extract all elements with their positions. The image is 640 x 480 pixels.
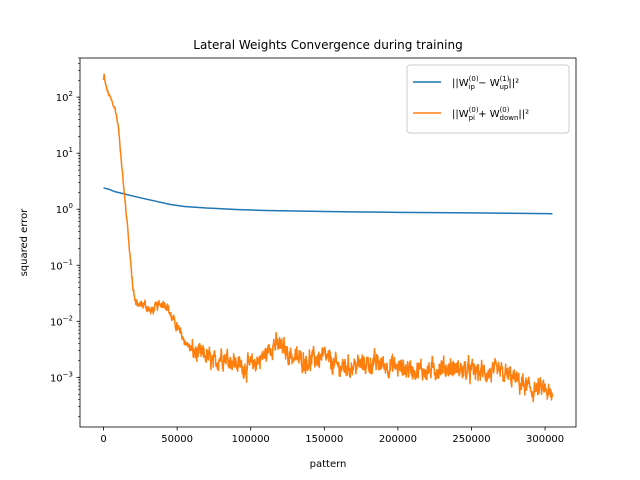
plot-frame (79, 57, 577, 428)
x-axis: 0 50000 100000 150000 200000 250000 300000 (100, 427, 564, 445)
y-tick-label: 100 (56, 202, 73, 216)
y-axis-label: squared error (19, 208, 30, 277)
y-tick-label: 102 (56, 90, 73, 104)
y-tick-label: 10−2 (50, 314, 73, 328)
x-tick-label: 50000 (161, 434, 193, 445)
legend-label-2: ||W(0) pi + W(0) down||² (452, 106, 529, 122)
y-tick-label: 101 (56, 146, 73, 160)
series-line-1 (103, 187, 553, 215)
y-tick-label: 10−3 (50, 370, 73, 384)
x-tick-label: 250000 (452, 434, 490, 445)
x-tick-label: 100000 (232, 434, 270, 445)
legend-box (406, 64, 570, 134)
series-line-2 (102, 73, 554, 403)
x-tick-label: 150000 (305, 434, 343, 445)
series-layer (102, 73, 554, 403)
x-tick-label: 0 (100, 434, 106, 445)
chart-title: Lateral Weights Convergence during train… (193, 38, 462, 52)
y-axis: 10−3 10−2 10−1 100 101 102 (50, 57, 80, 417)
legend: ||W(0) ip − W(1) up||² ||W(0) pi + W(0) down|… (406, 64, 570, 134)
x-axis-label: pattern (310, 459, 347, 470)
y-tick-label: 10−1 (50, 258, 73, 272)
x-tick-label: 200000 (379, 434, 417, 445)
x-tick-label: 300000 (526, 434, 564, 445)
legend-label-1: ||W(0) ip − W(1) up||² (452, 75, 519, 91)
